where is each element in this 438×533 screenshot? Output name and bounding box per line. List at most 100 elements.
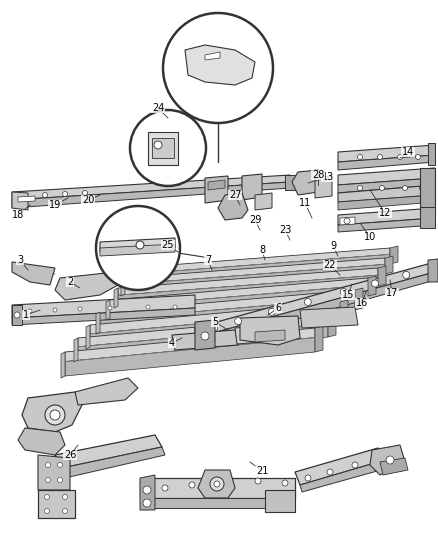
Polygon shape [55, 435, 162, 468]
Polygon shape [292, 170, 322, 195]
Polygon shape [78, 315, 328, 347]
Polygon shape [315, 326, 323, 352]
Polygon shape [12, 308, 195, 325]
Circle shape [154, 141, 162, 149]
Polygon shape [390, 246, 398, 264]
Polygon shape [338, 168, 435, 185]
Circle shape [63, 495, 67, 499]
Polygon shape [218, 193, 248, 220]
Circle shape [189, 482, 195, 488]
Polygon shape [255, 193, 272, 210]
Polygon shape [110, 278, 368, 307]
Text: 12: 12 [379, 208, 391, 218]
Polygon shape [140, 498, 295, 508]
Polygon shape [338, 178, 435, 193]
Circle shape [214, 481, 220, 487]
Polygon shape [370, 445, 405, 475]
Polygon shape [12, 175, 290, 200]
Polygon shape [185, 45, 255, 85]
Polygon shape [65, 337, 315, 376]
Text: 25: 25 [162, 240, 174, 250]
Polygon shape [90, 302, 340, 334]
Circle shape [108, 306, 112, 310]
Circle shape [173, 305, 177, 309]
Polygon shape [148, 132, 178, 165]
Circle shape [379, 185, 385, 190]
Polygon shape [240, 316, 300, 345]
Polygon shape [118, 275, 378, 306]
Text: 22: 22 [324, 260, 336, 270]
Circle shape [46, 478, 50, 482]
Polygon shape [61, 352, 65, 378]
Circle shape [28, 309, 32, 313]
Circle shape [136, 241, 144, 249]
Polygon shape [198, 470, 235, 498]
Text: 7: 7 [205, 255, 211, 265]
Text: 19: 19 [49, 200, 61, 210]
Polygon shape [338, 195, 435, 210]
Text: 9: 9 [330, 241, 336, 251]
Polygon shape [126, 268, 130, 286]
Circle shape [42, 192, 47, 198]
Polygon shape [152, 138, 174, 158]
Circle shape [50, 410, 60, 420]
Polygon shape [114, 288, 118, 308]
Text: 20: 20 [82, 195, 94, 205]
Circle shape [143, 499, 151, 507]
Text: 10: 10 [364, 232, 376, 242]
Text: 15: 15 [342, 290, 354, 300]
Circle shape [357, 185, 363, 190]
Circle shape [344, 218, 350, 224]
Polygon shape [208, 180, 225, 190]
Polygon shape [205, 52, 220, 60]
Circle shape [282, 480, 288, 486]
Polygon shape [65, 328, 315, 361]
Circle shape [403, 271, 410, 278]
Circle shape [340, 288, 347, 296]
Polygon shape [12, 192, 28, 210]
Circle shape [398, 155, 403, 159]
Polygon shape [62, 447, 165, 478]
Polygon shape [385, 256, 393, 274]
Polygon shape [338, 155, 435, 170]
Polygon shape [368, 276, 376, 296]
Circle shape [143, 486, 151, 494]
Polygon shape [340, 300, 348, 324]
Circle shape [327, 469, 333, 475]
Polygon shape [125, 264, 385, 294]
Polygon shape [12, 262, 55, 285]
Circle shape [46, 463, 50, 467]
Circle shape [82, 190, 88, 196]
Polygon shape [110, 285, 368, 318]
Text: 5: 5 [212, 317, 218, 327]
Circle shape [255, 478, 261, 484]
Text: 14: 14 [402, 147, 414, 157]
Circle shape [305, 475, 311, 481]
Polygon shape [55, 272, 118, 300]
Text: 26: 26 [64, 450, 76, 460]
Polygon shape [121, 278, 125, 296]
Polygon shape [18, 428, 65, 455]
Circle shape [45, 508, 49, 513]
Polygon shape [78, 324, 328, 360]
Circle shape [403, 185, 407, 190]
Polygon shape [378, 266, 386, 286]
Circle shape [162, 485, 168, 491]
Polygon shape [338, 218, 435, 232]
Polygon shape [195, 262, 435, 338]
Text: 17: 17 [386, 288, 398, 298]
Polygon shape [328, 313, 336, 337]
Polygon shape [195, 320, 215, 350]
Text: 4: 4 [169, 338, 175, 348]
Polygon shape [38, 455, 70, 490]
Text: 16: 16 [356, 298, 368, 308]
Polygon shape [18, 196, 35, 202]
Text: 6: 6 [275, 303, 281, 313]
Circle shape [78, 307, 82, 311]
Circle shape [210, 477, 224, 491]
Circle shape [163, 13, 273, 123]
Circle shape [63, 191, 67, 197]
Circle shape [386, 456, 394, 464]
Polygon shape [12, 182, 290, 208]
Polygon shape [130, 254, 390, 284]
